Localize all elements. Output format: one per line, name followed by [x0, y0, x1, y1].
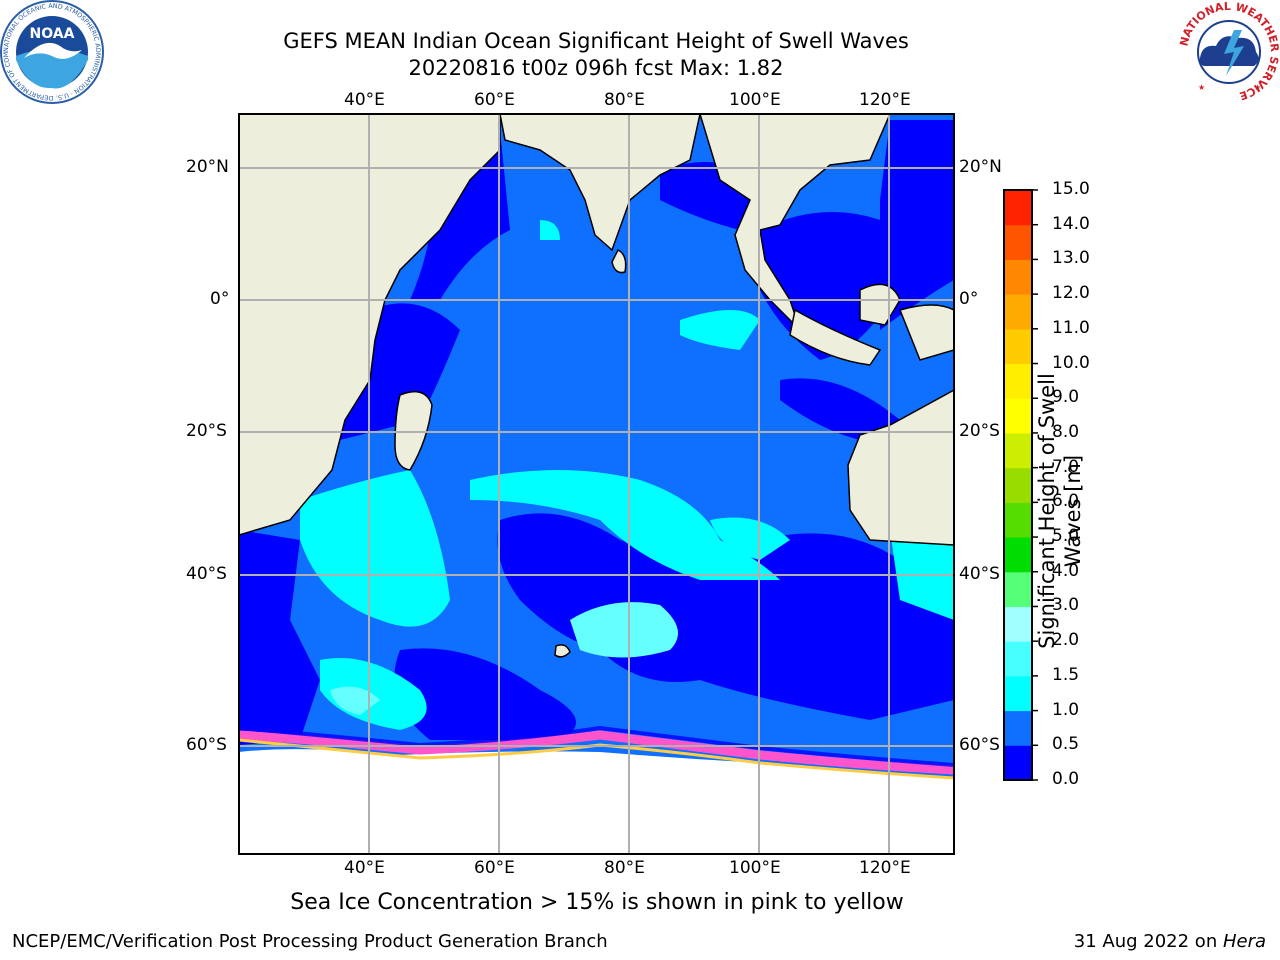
colorbar-segment — [1004, 502, 1032, 538]
colorbar-tick-label: 2.0 — [1052, 630, 1080, 651]
lon-label-top-100e: 100°E — [729, 90, 781, 110]
map-subtitle: 20220816 t00z 096h fcst Max: 1.82 — [408, 56, 784, 80]
svg-text:★: ★ — [1198, 83, 1205, 92]
lat-label-left-60s: 60°S — [186, 735, 227, 755]
colorbar-tick-label: 0.0 — [1052, 769, 1080, 789]
colorbar-tick-label: 15.0 — [1052, 179, 1090, 199]
lat-label-left-40s: 40°S — [186, 564, 227, 584]
colorbar-tick-label: 10.0 — [1052, 352, 1090, 373]
lon-label-top-60e: 60°E — [474, 90, 515, 110]
lat-label-right-40s: 40°S — [959, 564, 1000, 584]
colorbar-segment — [1004, 467, 1032, 503]
svg-text:★: ★ — [1254, 83, 1261, 92]
swell-1.5-2.0m-regions — [330, 602, 678, 715]
colorbar-segment — [1004, 537, 1032, 573]
colorbar-segment — [1004, 432, 1032, 469]
colorbar-segment — [1004, 294, 1032, 330]
colorbar-label: Significant Height of Swell Waves [m] — [1035, 373, 1085, 649]
graticule — [239, 114, 954, 854]
lon-label-bottom-60e: 60°E — [474, 858, 515, 878]
colorbar-tick-label: 14.0 — [1052, 213, 1090, 234]
sea-ice-region — [239, 725, 954, 854]
colorbar-tick-label: 11.0 — [1052, 317, 1090, 338]
lon-label-bottom-100e: 100°E — [729, 858, 781, 878]
colorbar-tick-label: 3.0 — [1052, 595, 1080, 616]
lon-label-top-40e: 40°E — [344, 90, 385, 110]
colorbar-tick-label: 8.0 — [1052, 421, 1080, 442]
lat-label-left-0: 0° — [210, 289, 230, 309]
footer-host: Hera — [1222, 931, 1266, 952]
colorbar-segment — [1004, 641, 1032, 677]
footer-date-text: 31 Aug 2022 on — [1073, 931, 1223, 952]
sea-ice-caption: Sea Ice Concentration > 15% is shown in … — [290, 890, 904, 915]
colorbar-tick-label: 5.0 — [1052, 526, 1080, 547]
swell-1.0-1.5m-regions — [300, 220, 954, 730]
colorbar-tick-label: 1.0 — [1052, 699, 1080, 720]
lat-label-right-60s: 60°S — [959, 735, 1000, 755]
colorbar-segment — [1004, 398, 1032, 434]
lat-label-right-0: 0° — [959, 289, 979, 309]
lon-label-top-80e: 80°E — [604, 90, 645, 110]
map-frame — [238, 113, 955, 855]
lon-label-bottom-40e: 40°E — [344, 858, 385, 878]
colorbar-segment — [1004, 710, 1032, 746]
colorbar-tick-label: 9.0 — [1052, 387, 1080, 408]
colorbar-tick-label: 6.0 — [1052, 491, 1080, 512]
colorbar-segment — [1004, 363, 1032, 399]
colorbar-segment — [1004, 190, 1032, 226]
colorbar-segment — [1004, 606, 1032, 642]
colorbar-segment — [1004, 745, 1032, 781]
colorbar-segment — [1004, 571, 1032, 607]
map-title: GEFS MEAN Indian Ocean Significant Heigh… — [283, 29, 909, 53]
lat-label-left-20n: 20°N — [186, 157, 229, 177]
colorbar-segment — [1004, 224, 1032, 260]
colorbar-tick-label: 7.0 — [1052, 456, 1080, 477]
colorbar-segment — [1004, 675, 1032, 712]
footer-credit: NCEP/EMC/Verification Post Processing Pr… — [12, 931, 608, 952]
colorbar-tick-label: 4.0 — [1052, 560, 1080, 581]
footer-date: 31 Aug 2022 on Hera — [1074, 931, 1266, 952]
lat-label-left-20s: 20°S — [186, 421, 227, 441]
colorbar — [1003, 189, 1038, 781]
colorbar-tick-label: 0.5 — [1052, 734, 1080, 755]
lat-label-right-20n: 20°N — [959, 157, 1002, 177]
colorbar-segment — [1004, 259, 1032, 295]
colorbar-tick-label: 1.5 — [1052, 664, 1080, 685]
lon-label-bottom-80e: 80°E — [604, 858, 645, 878]
lon-label-bottom-120e: 120°E — [859, 858, 911, 878]
nws-logo: NATIONAL WEATHER SERVICE ★ ★ — [1178, 0, 1280, 103]
colorbar-tick-label: 12.0 — [1052, 283, 1090, 304]
colorbar-frame — [1003, 189, 1033, 781]
lon-label-top-120e: 120°E — [859, 90, 911, 110]
colorbar-tick-label: 13.0 — [1052, 248, 1090, 269]
noaa-text: NOAA — [30, 26, 75, 42]
lat-label-right-20s: 20°S — [959, 421, 1000, 441]
noaa-logo: NATIONAL OCEANIC AND ATMOSPHERIC ADMINIS… — [0, 0, 104, 104]
colorbar-segment — [1004, 328, 1032, 365]
